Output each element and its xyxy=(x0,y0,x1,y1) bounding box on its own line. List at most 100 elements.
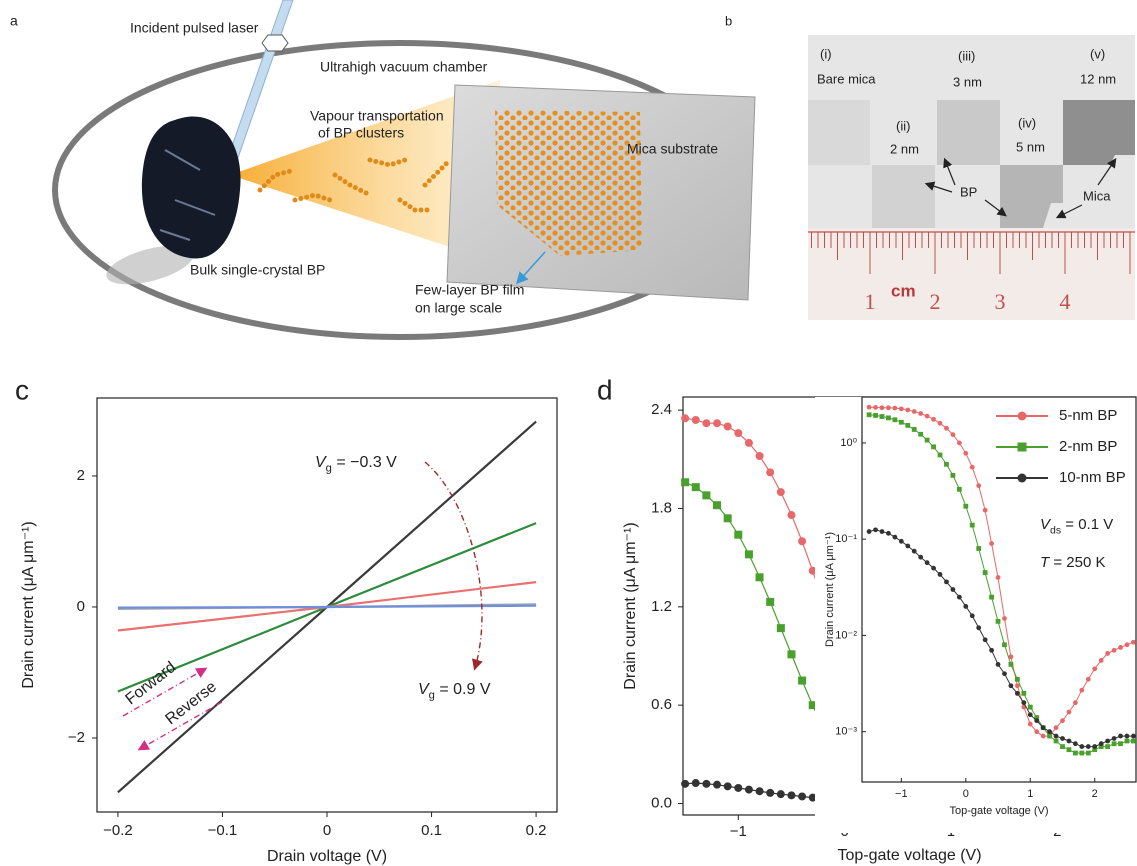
data-point xyxy=(1027,721,1033,727)
data-point xyxy=(691,779,700,788)
x-tick-label: −0.1 xyxy=(208,822,238,839)
shadow xyxy=(106,245,194,285)
data-point xyxy=(1008,683,1014,689)
y-tick-label: 1.2 xyxy=(651,598,672,615)
data-point xyxy=(892,534,898,540)
data-point xyxy=(1072,700,1078,706)
data-point xyxy=(1079,750,1085,756)
panel-label: a xyxy=(10,13,18,29)
y-axis-label: Drain current (μA μm⁻¹) xyxy=(622,522,639,689)
data-point xyxy=(691,415,700,424)
data-point xyxy=(1002,642,1007,648)
data-point xyxy=(723,514,732,523)
label: Mica xyxy=(1083,188,1111,203)
data-point xyxy=(1040,725,1046,731)
data-point xyxy=(1092,747,1098,753)
data-point xyxy=(1092,666,1098,672)
data-point xyxy=(1124,642,1130,648)
annotation: Vg = 0.9 V xyxy=(418,681,491,701)
data-point xyxy=(892,417,898,423)
label: Vapour transportation xyxy=(310,108,444,124)
data-point xyxy=(755,573,764,582)
lattice xyxy=(495,110,642,256)
data-point xyxy=(879,405,885,411)
data-point xyxy=(702,419,711,428)
data-point xyxy=(808,566,817,575)
annotation-text: Reverse xyxy=(163,678,221,728)
annotation: Vg = −0.3 V xyxy=(315,454,397,474)
data-point xyxy=(1131,639,1136,645)
data-point xyxy=(905,423,911,428)
annotation-subscript: g xyxy=(326,463,332,475)
data-point xyxy=(723,422,732,431)
label: Ultrahigh vacuum chamber xyxy=(320,59,488,75)
data-point xyxy=(905,407,911,413)
y-tick-label: 10⁻¹ xyxy=(835,533,857,545)
data-point xyxy=(918,554,924,560)
annotation-text: Forward xyxy=(123,659,180,709)
y-tick-label: 2 xyxy=(77,467,85,484)
data-point xyxy=(1098,658,1104,663)
data-point xyxy=(950,587,956,592)
data-point xyxy=(1098,744,1104,749)
data-point xyxy=(956,594,962,600)
annotation-symbol: V xyxy=(1040,516,1052,533)
data-point xyxy=(969,522,975,528)
data-point xyxy=(713,419,722,428)
data-point xyxy=(776,624,785,633)
label: 5 nm xyxy=(1016,139,1045,154)
y-tick-label: 10⁻³ xyxy=(835,726,857,738)
data-point xyxy=(937,452,943,458)
annotation-text: = 250 K xyxy=(1049,554,1105,571)
data-point xyxy=(1098,741,1104,747)
arrows xyxy=(924,157,1117,219)
annotation-symbol: T xyxy=(1040,554,1051,571)
data-point xyxy=(713,501,722,510)
data-point xyxy=(976,483,982,489)
data-point xyxy=(1131,733,1136,739)
data-point xyxy=(1027,712,1033,718)
data-point xyxy=(798,792,807,801)
data-point xyxy=(976,546,982,551)
sweep-arrow xyxy=(424,461,483,671)
data-point xyxy=(1105,738,1111,744)
data-point xyxy=(1124,738,1130,744)
ruler-unit: cm xyxy=(891,281,916,300)
data-point xyxy=(808,793,817,802)
data-point xyxy=(681,779,690,788)
data-point xyxy=(976,625,982,631)
data-point xyxy=(1072,741,1078,747)
data-point xyxy=(989,594,994,600)
data-point xyxy=(702,491,711,500)
label: (i) xyxy=(820,46,832,61)
x-tick-label: 0.1 xyxy=(421,822,442,839)
label: (iii) xyxy=(958,48,975,63)
ruler-number: 1 xyxy=(865,289,876,314)
y-tick-label: 0.0 xyxy=(651,794,672,811)
data-point xyxy=(1047,733,1053,739)
data-point xyxy=(931,444,936,450)
annotation-symbol: V xyxy=(315,454,327,471)
label: (iv) xyxy=(1018,115,1036,130)
data-point xyxy=(776,790,785,799)
data-point xyxy=(879,414,885,419)
label: Incident pulsed laser xyxy=(130,20,259,36)
data-point xyxy=(1053,733,1059,739)
panel-label: b xyxy=(725,13,732,28)
label: 3 nm xyxy=(953,74,982,89)
data-point xyxy=(1053,725,1059,731)
label: Bare mica xyxy=(817,71,876,86)
data-point xyxy=(1053,738,1059,744)
panel-b: b (i) Bare mica (ii) 2 nm (iii) 3 nm (iv… xyxy=(725,13,1135,320)
data-point xyxy=(1047,729,1053,735)
data-point xyxy=(879,529,885,534)
data-point xyxy=(1111,741,1117,747)
data-point xyxy=(713,780,722,789)
data-point xyxy=(898,419,904,425)
data-point xyxy=(924,560,930,566)
crystal xyxy=(141,116,241,259)
data-point xyxy=(1066,747,1072,753)
data-point xyxy=(950,472,956,478)
annotation-text: = 0.9 V xyxy=(435,681,491,698)
